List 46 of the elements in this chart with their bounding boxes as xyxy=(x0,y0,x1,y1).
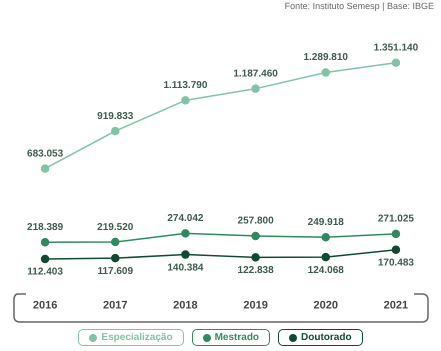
point xyxy=(111,126,120,136)
point xyxy=(392,246,400,254)
data-label: 683.053 xyxy=(27,148,64,160)
data-label: 218.389 xyxy=(27,222,64,233)
point xyxy=(322,252,330,262)
point xyxy=(392,230,400,238)
x-tick-label: 2016 xyxy=(32,299,58,312)
data-label: 249.918 xyxy=(308,216,344,228)
point xyxy=(251,232,260,240)
point xyxy=(111,238,120,246)
point xyxy=(322,68,330,77)
point xyxy=(111,254,120,262)
x-tick-label: 2017 xyxy=(103,299,128,312)
data-label: 219.520 xyxy=(97,222,134,233)
point xyxy=(392,58,400,67)
data-label: 1.351.140 xyxy=(374,42,419,54)
legend-label: Mestrado xyxy=(214,332,260,343)
data-label: 271.025 xyxy=(378,214,414,225)
legend-label: Doutorado xyxy=(301,332,352,343)
data-label: 117.609 xyxy=(97,266,134,277)
data-label: 1.113.790 xyxy=(163,80,208,92)
data-label: 112.403 xyxy=(27,266,64,278)
data-label: 140.384 xyxy=(167,262,204,274)
x-tick-label: 2021 xyxy=(384,299,408,312)
data-label: 122.838 xyxy=(238,265,274,276)
point xyxy=(40,254,50,264)
x-tick-label: 2019 xyxy=(243,299,268,312)
point xyxy=(40,164,50,173)
data-label: 919.833 xyxy=(97,110,134,122)
point xyxy=(40,238,50,246)
point xyxy=(251,253,260,262)
data-label: 274.042 xyxy=(167,213,204,224)
data-label: 1.289.810 xyxy=(304,52,348,64)
x-tick-label: 2018 xyxy=(173,299,198,312)
point xyxy=(322,232,330,242)
source-note: Fonte: Instituto Semesp | Base: IBGE xyxy=(284,0,434,11)
data-label: 257.800 xyxy=(238,216,274,227)
data-label: 124.068 xyxy=(308,264,344,276)
data-label: 1.187.460 xyxy=(233,68,278,80)
data-label: 170.483 xyxy=(378,258,414,269)
point xyxy=(181,96,190,105)
x-tick-label: 2020 xyxy=(314,299,338,312)
point xyxy=(181,250,190,259)
point xyxy=(251,84,260,93)
legend-label: Especialização xyxy=(101,332,173,343)
point xyxy=(181,229,190,238)
